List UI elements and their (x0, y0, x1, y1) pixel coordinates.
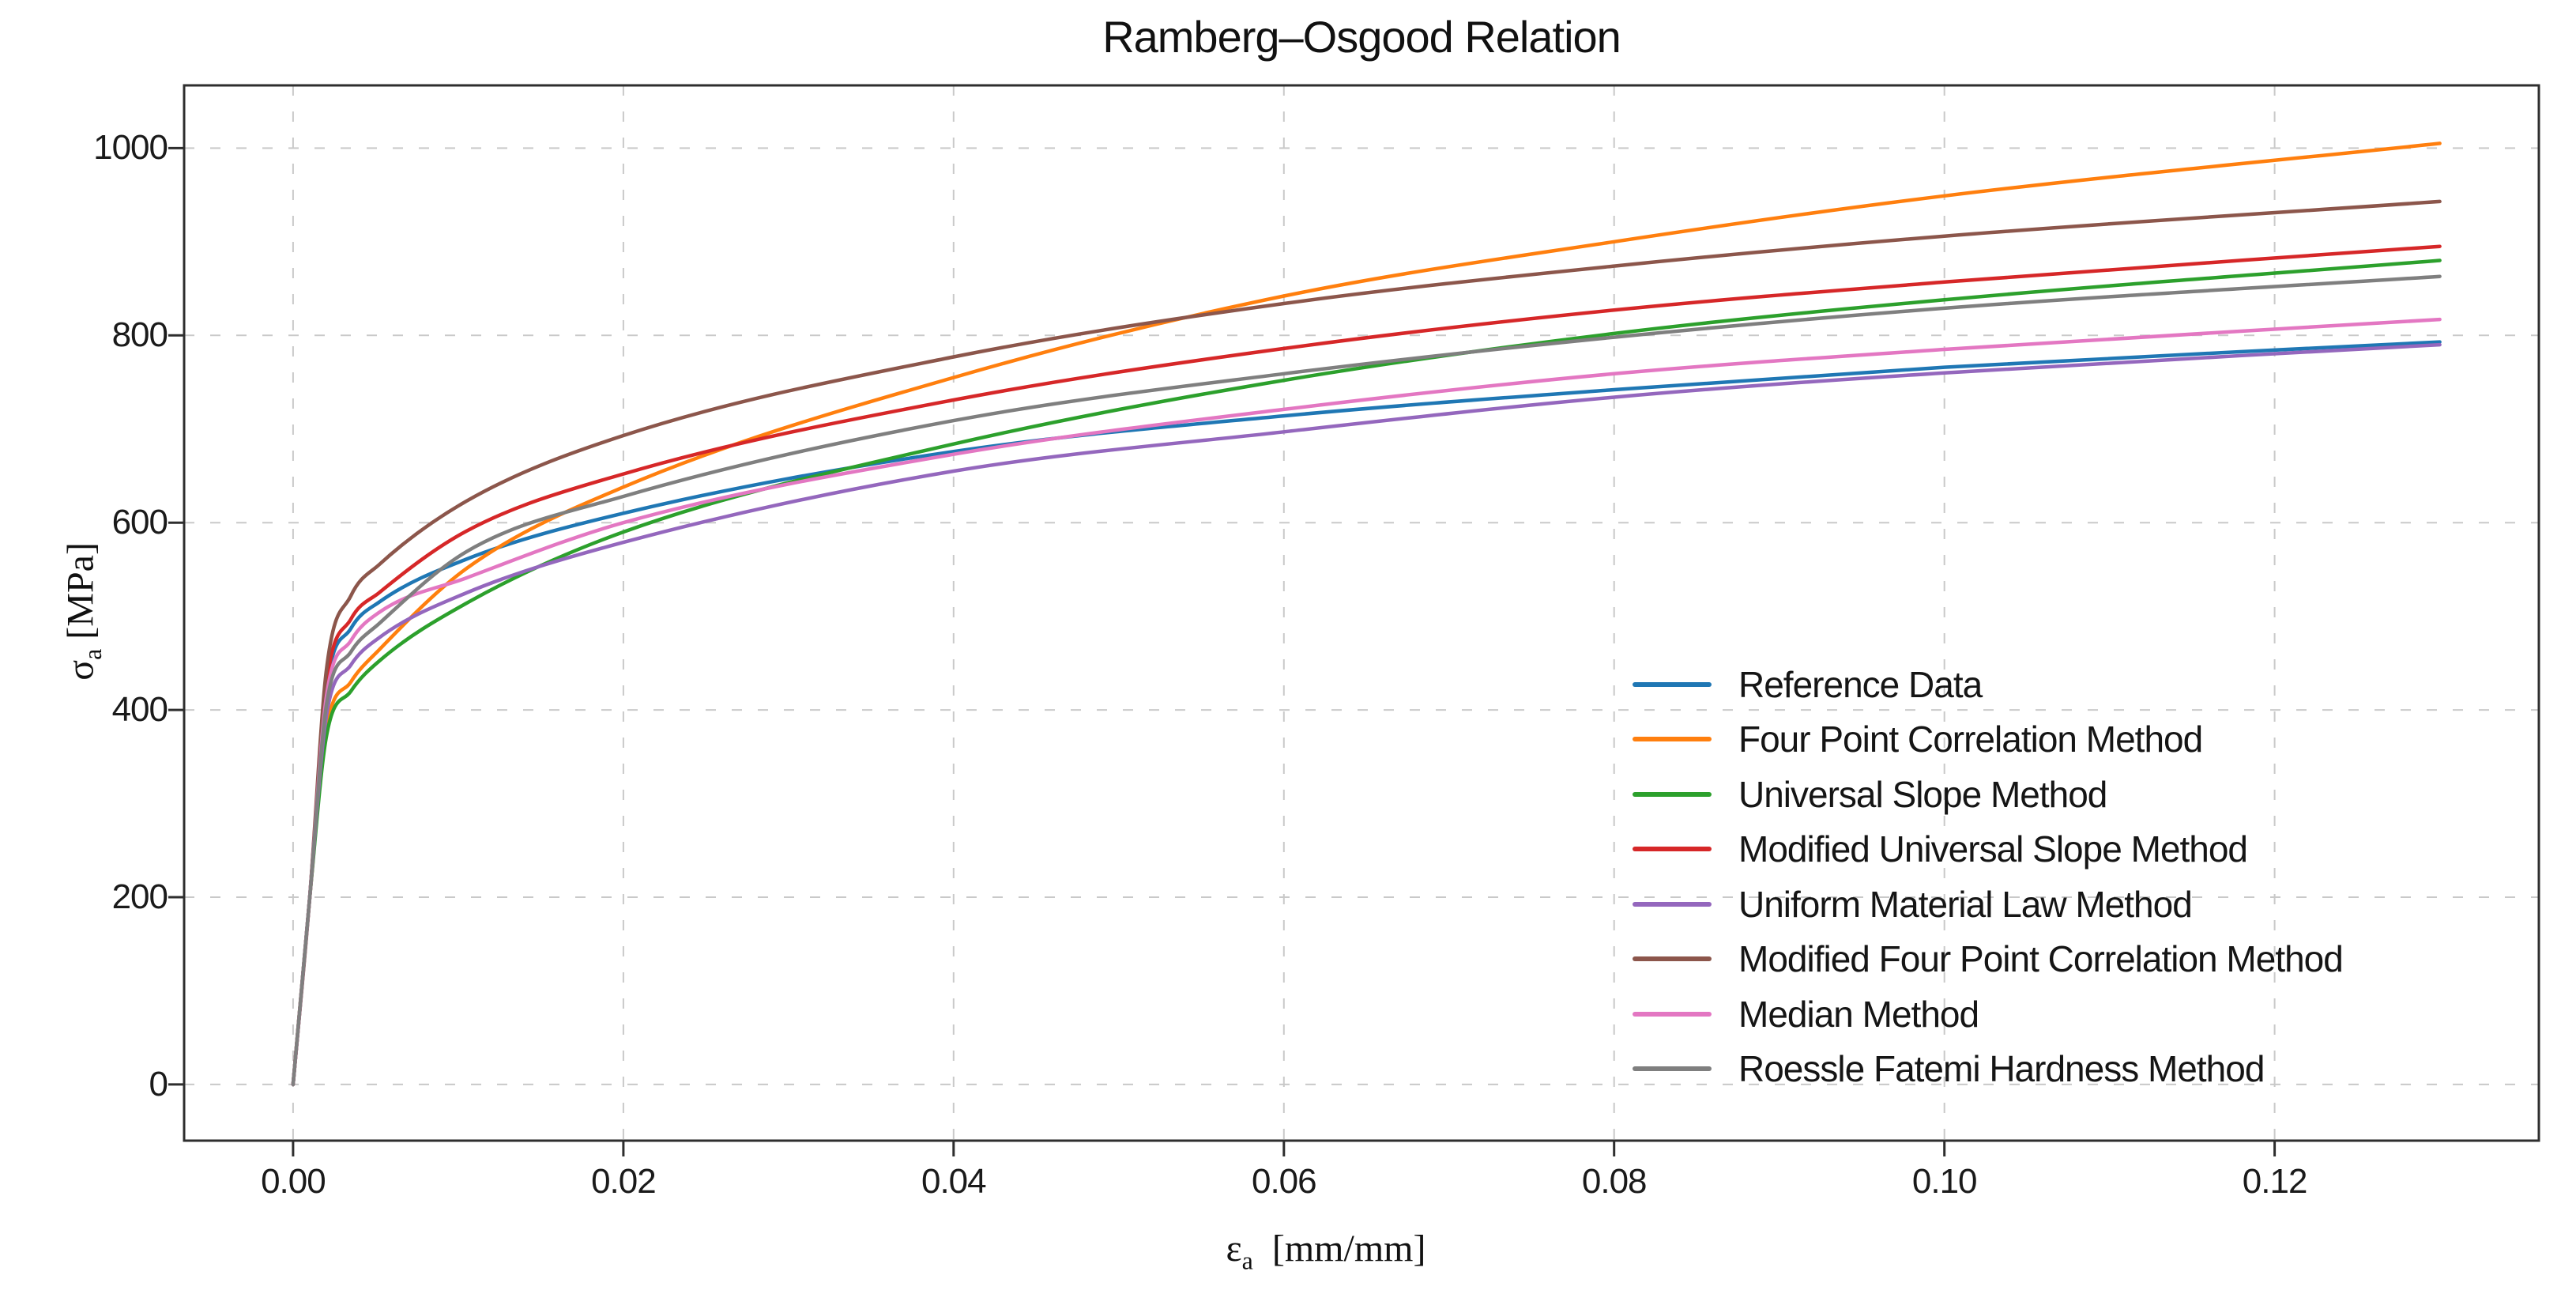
legend: Reference Data Four Point Correlation Met… (1633, 657, 2344, 1097)
x-tick-label: 0.06 (1251, 1162, 1317, 1201)
x-tick-label: 0.04 (921, 1162, 987, 1201)
gridlines (184, 85, 2539, 1141)
legend-label: Universal Slope Method (1738, 773, 2107, 815)
plot-frame (183, 84, 2540, 1142)
legend-label: Reference Data (1738, 663, 1983, 705)
chart-title: Ramberg–Osgood Relation (1102, 12, 1621, 62)
curve-universal-slope-method (291, 258, 2442, 1087)
legend-label: Four Point Correlation Method (1738, 719, 2203, 760)
legend-label: Median Method (1738, 993, 1979, 1035)
legend-label: Modified Universal Slope Method (1738, 828, 2248, 870)
axis-ticks (168, 146, 2277, 1156)
x-tick-label: 0.08 (1581, 1162, 1648, 1201)
y-tick-label: 200 (111, 877, 168, 916)
legend-swatch (1633, 847, 1712, 852)
legend-swatch (1633, 1066, 1712, 1072)
legend-item: Universal Slope Method (1633, 767, 2343, 822)
x-tick-label: 0.12 (2242, 1162, 2308, 1201)
legend-swatch (1633, 956, 1712, 962)
legend-item: Roessle Fatemi Hardness Method (1633, 1042, 2343, 1097)
y-tick-label: 800 (111, 315, 168, 355)
legend-swatch (1633, 681, 1712, 687)
legend-item: Uniform Material Law Method (1633, 877, 2343, 932)
legend-swatch (1633, 901, 1712, 907)
y-tick-label: 600 (111, 503, 168, 542)
legend-label: Modified Four Point Correlation Method (1738, 938, 2344, 980)
x-tick-label: 0.10 (1911, 1162, 1978, 1201)
y-tick-label: 400 (111, 690, 168, 730)
y-axis-symbol: σ (59, 659, 102, 681)
legend-swatch (1633, 737, 1712, 742)
y-axis-subscript: a (78, 648, 107, 660)
x-axis-label: εa [mm/mm] (184, 1227, 2468, 1276)
legend-swatch (1633, 1011, 1712, 1017)
legend-label: Roessle Fatemi Hardness Method (1738, 1048, 2265, 1090)
x-tick-label: 0.02 (591, 1162, 657, 1201)
legend-item: Four Point Correlation Method (1633, 712, 2343, 768)
x-axis-subscript: a (1241, 1246, 1253, 1275)
legend-item: Modified Universal Slope Method (1633, 822, 2343, 877)
curve-roessle-fatemi-hardness-method (291, 274, 2442, 1087)
legend-item: Reference Data (1633, 657, 2343, 712)
legend-label: Uniform Material Law Method (1738, 883, 2193, 925)
y-axis-label: σa [MPa] (59, 542, 108, 681)
x-axis-unit: [mm/mm] (1271, 1228, 1426, 1269)
y-tick-label: 1000 (93, 128, 168, 168)
legend-swatch (1633, 791, 1712, 797)
legend-item: Modified Four Point Correlation Method (1633, 932, 2344, 987)
x-axis-symbol: ε (1226, 1228, 1242, 1269)
legend-item: Median Method (1633, 987, 2343, 1042)
y-tick-label: 0 (149, 1064, 169, 1103)
x-tick-label: 0.00 (261, 1162, 326, 1201)
curve-modified-four-point-correlation-method (291, 199, 2442, 1087)
curves (291, 141, 2442, 1087)
y-axis-unit: [MPa] (59, 542, 102, 639)
